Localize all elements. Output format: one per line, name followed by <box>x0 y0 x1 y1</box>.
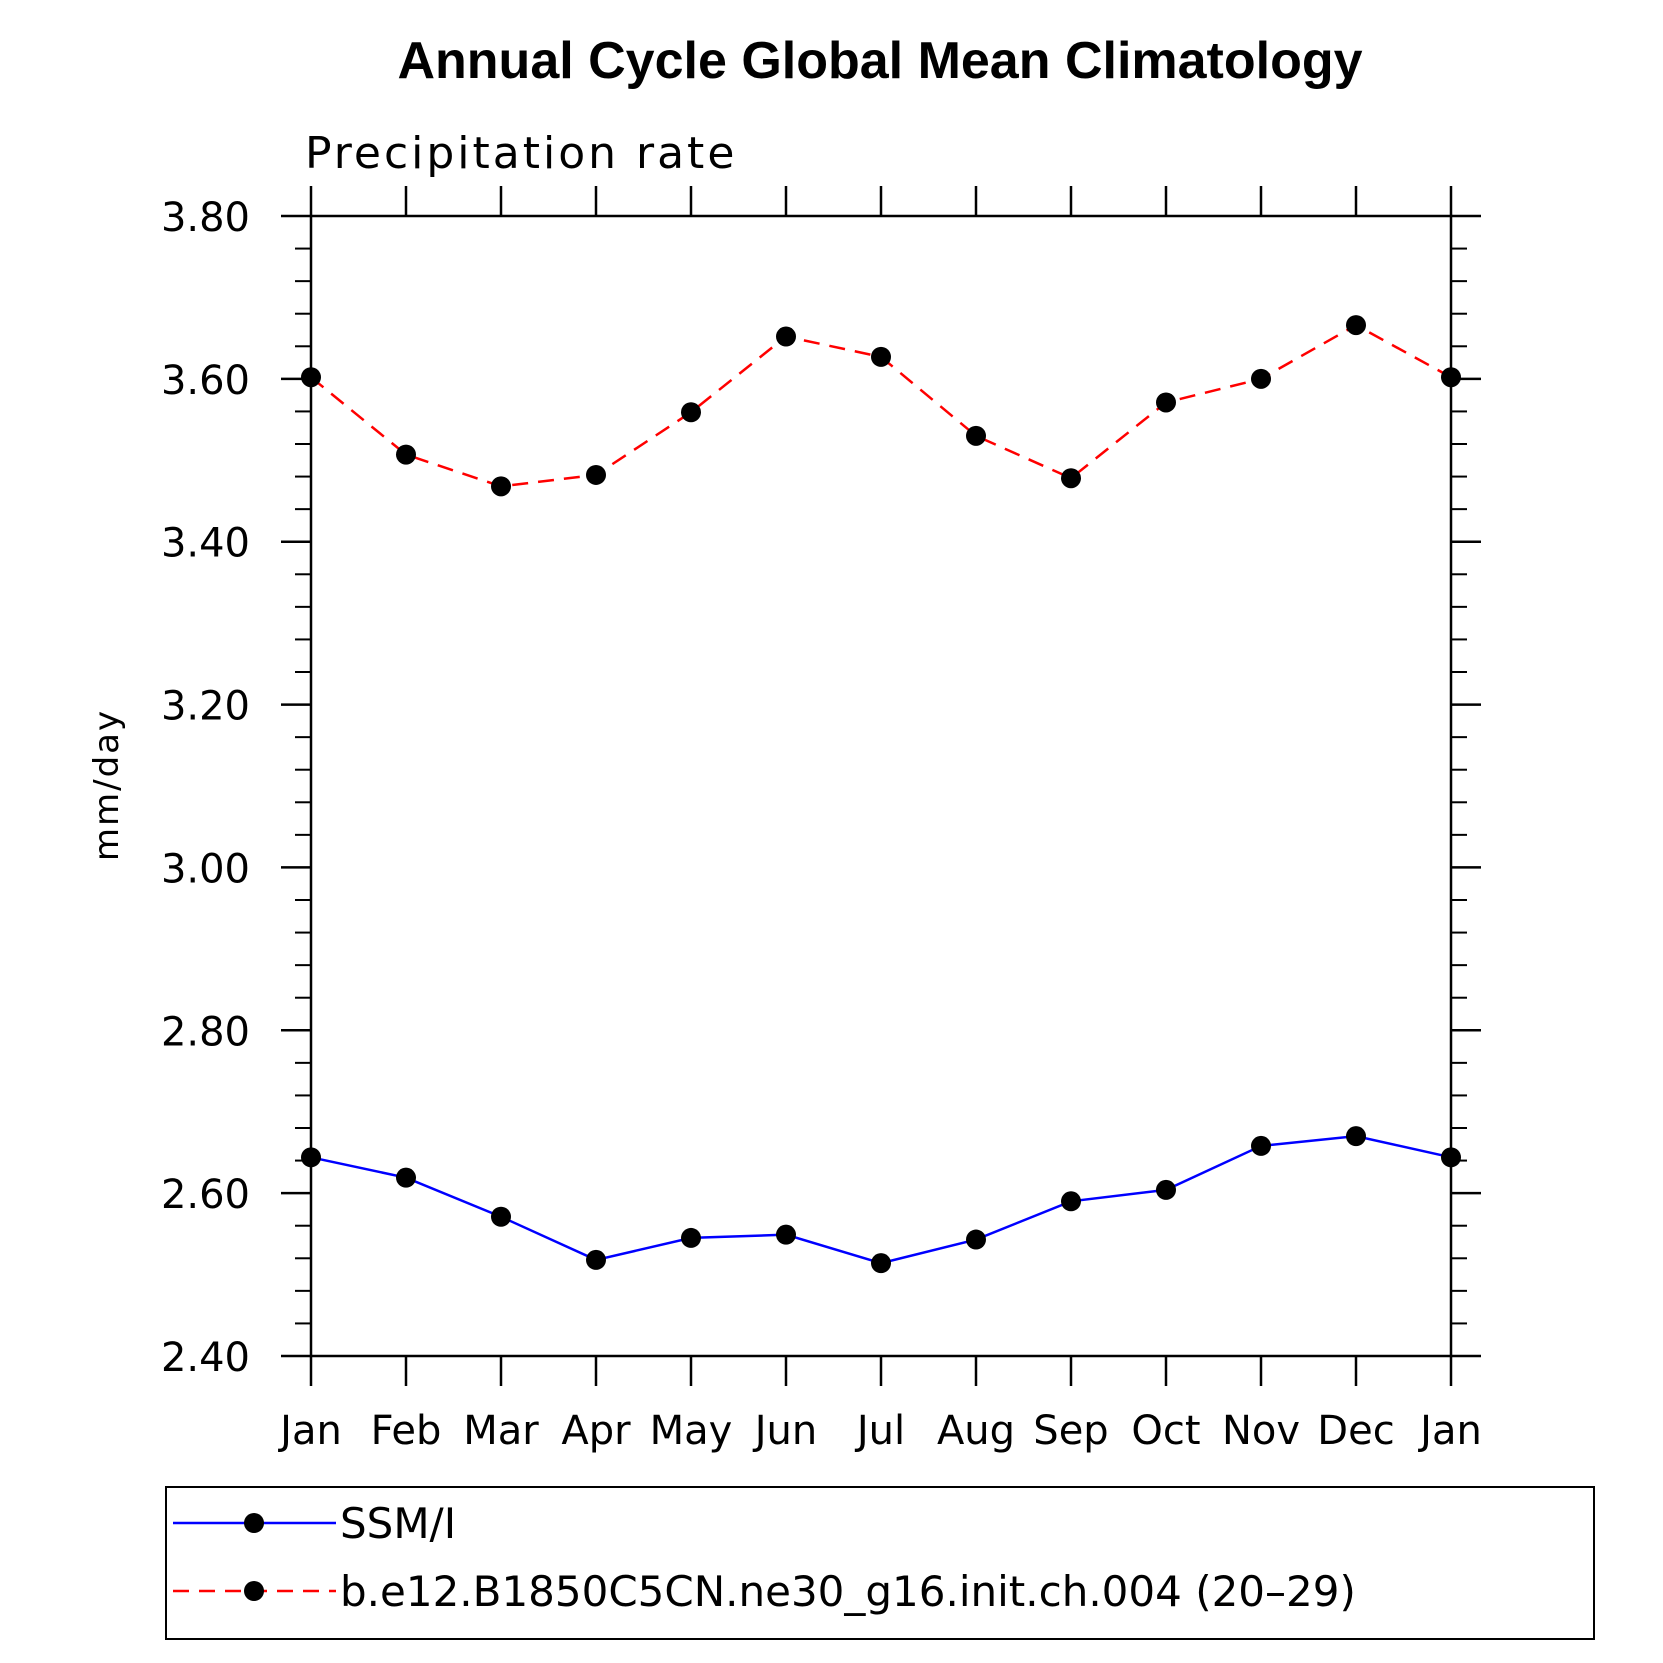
series-point <box>871 346 891 367</box>
series-point <box>396 1167 416 1188</box>
y-tick-labels: 2.40 2.60 2.80 3.00 3.20 3.40 3.60 3.80 <box>161 195 250 1381</box>
y-tick-label: 3.80 <box>161 195 250 241</box>
series-point <box>681 402 701 423</box>
y-tick-label: 3.20 <box>161 684 250 730</box>
x-tick-labels: Jan Feb Mar Apr May Jun Jul Aug Sep Oct Nov Dec Jan <box>277 1408 1482 1454</box>
series-point <box>1061 1191 1081 1212</box>
legend-box <box>165 1486 1595 1640</box>
series-point <box>966 425 986 446</box>
series-line <box>310 1134 1452 1265</box>
series-point <box>1251 1135 1271 1156</box>
axis-ticks <box>281 186 1481 1386</box>
y-axis-label: mm/day <box>87 709 127 861</box>
series-layer <box>301 315 1461 1274</box>
series-point <box>586 1249 606 1270</box>
series-point <box>1251 368 1271 389</box>
x-tick-label: Jun <box>752 1408 818 1454</box>
series-point <box>966 1229 986 1250</box>
series-point <box>1061 468 1081 489</box>
x-tick-label: Oct <box>1131 1408 1200 1454</box>
x-tick-label: Jul <box>854 1408 905 1454</box>
chart-title: Annual Cycle Global Mean Climatology <box>397 32 1362 90</box>
series-1 <box>301 1126 1461 1274</box>
x-tick-label: May <box>650 1408 733 1454</box>
y-tick-label: 3.60 <box>161 358 250 404</box>
series-point <box>1156 1179 1176 1200</box>
series-point <box>586 464 606 485</box>
series-point <box>681 1227 701 1248</box>
y-tick-label: 2.40 <box>161 1335 250 1381</box>
series-point <box>1156 392 1176 413</box>
series-point <box>491 476 511 497</box>
x-tick-label: Nov <box>1222 1408 1300 1454</box>
legend-marker <box>244 1513 264 1533</box>
x-tick-label: Dec <box>1317 1408 1394 1454</box>
legend: SSM/I b.e12.B1850C5CN.ne30_g16.init.ch.00… <box>165 1486 1595 1640</box>
series-point <box>491 1206 511 1227</box>
series-point <box>301 1147 321 1168</box>
y-tick-label: 2.80 <box>161 1009 250 1055</box>
x-tick-label: Jan <box>1417 1408 1482 1454</box>
series-point <box>1441 1147 1461 1168</box>
series-point <box>1441 367 1461 388</box>
x-tick-label: Aug <box>937 1408 1015 1454</box>
x-tick-label: Mar <box>463 1408 539 1454</box>
legend-label: SSM/I <box>340 1499 456 1548</box>
series-point <box>776 1224 796 1245</box>
series-point <box>301 367 321 388</box>
x-tick-label: Feb <box>371 1408 442 1454</box>
y-tick-label: 3.00 <box>161 846 250 892</box>
series-point <box>776 326 796 347</box>
y-tick-label: 3.40 <box>161 521 250 567</box>
x-tick-label: Sep <box>1033 1408 1108 1454</box>
x-tick-label: Jan <box>277 1408 342 1454</box>
series-point <box>1346 315 1366 336</box>
series-point <box>396 444 416 465</box>
legend-marker <box>244 1581 264 1601</box>
legend-label: b.e12.B1850C5CN.ne30_g16.init.ch.004 (20… <box>340 1567 1356 1616</box>
plot-frame <box>309 214 1453 1358</box>
chart-subtitle: Precipitation rate <box>305 128 737 179</box>
series-point <box>1346 1126 1366 1147</box>
y-tick-label: 2.60 <box>161 1172 250 1218</box>
series-point <box>871 1253 891 1274</box>
series-2 <box>301 315 1461 497</box>
x-tick-label: Apr <box>561 1408 631 1454</box>
